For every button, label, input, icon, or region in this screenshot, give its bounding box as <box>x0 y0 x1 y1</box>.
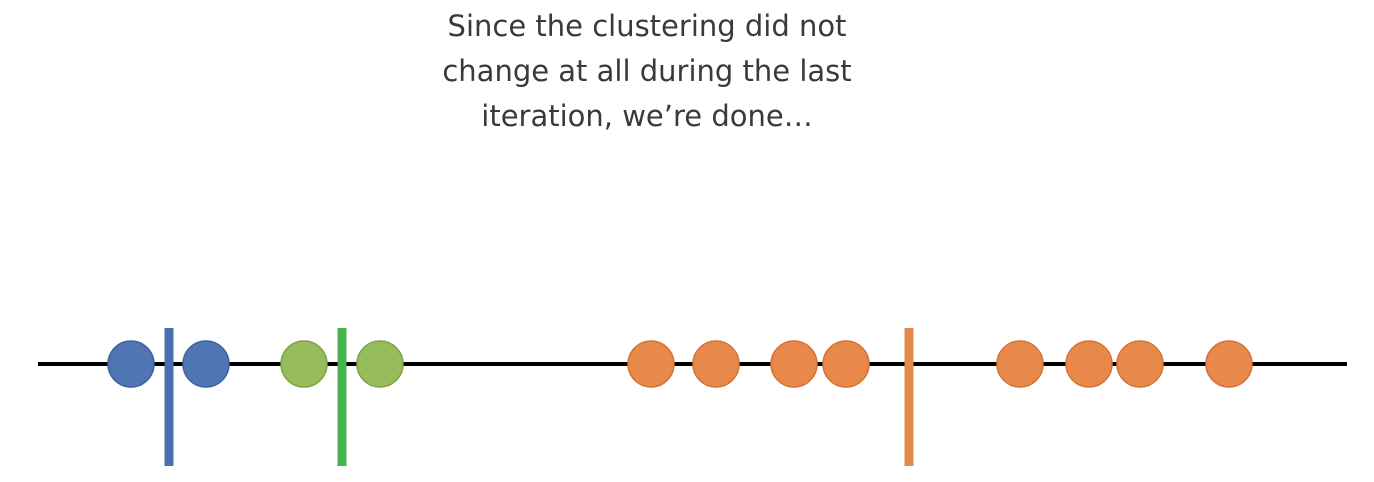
blue-point-2 <box>182 340 230 388</box>
data-points <box>107 340 1253 388</box>
caption-line-2: change at all during the last <box>442 54 852 88</box>
green-point-2 <box>356 340 404 388</box>
orange-point-4 <box>822 340 870 388</box>
blue-centroid-marker <box>164 328 174 466</box>
orange-point-6 <box>1065 340 1113 388</box>
caption-line-3: iteration, we’re done… <box>481 99 813 133</box>
centroids <box>164 328 914 466</box>
green-point-1 <box>280 340 328 388</box>
orange-centroid-marker <box>904 328 914 466</box>
caption: Since the clustering did not change at a… <box>387 4 907 139</box>
orange-point-3 <box>770 340 818 388</box>
orange-point-7 <box>1116 340 1164 388</box>
orange-point-5 <box>996 340 1044 388</box>
orange-point-2 <box>692 340 740 388</box>
caption-line-1: Since the clustering did not <box>447 9 847 43</box>
orange-point-1 <box>627 340 675 388</box>
blue-point-1 <box>107 340 155 388</box>
orange-point-8 <box>1205 340 1253 388</box>
green-centroid-marker <box>337 328 347 466</box>
